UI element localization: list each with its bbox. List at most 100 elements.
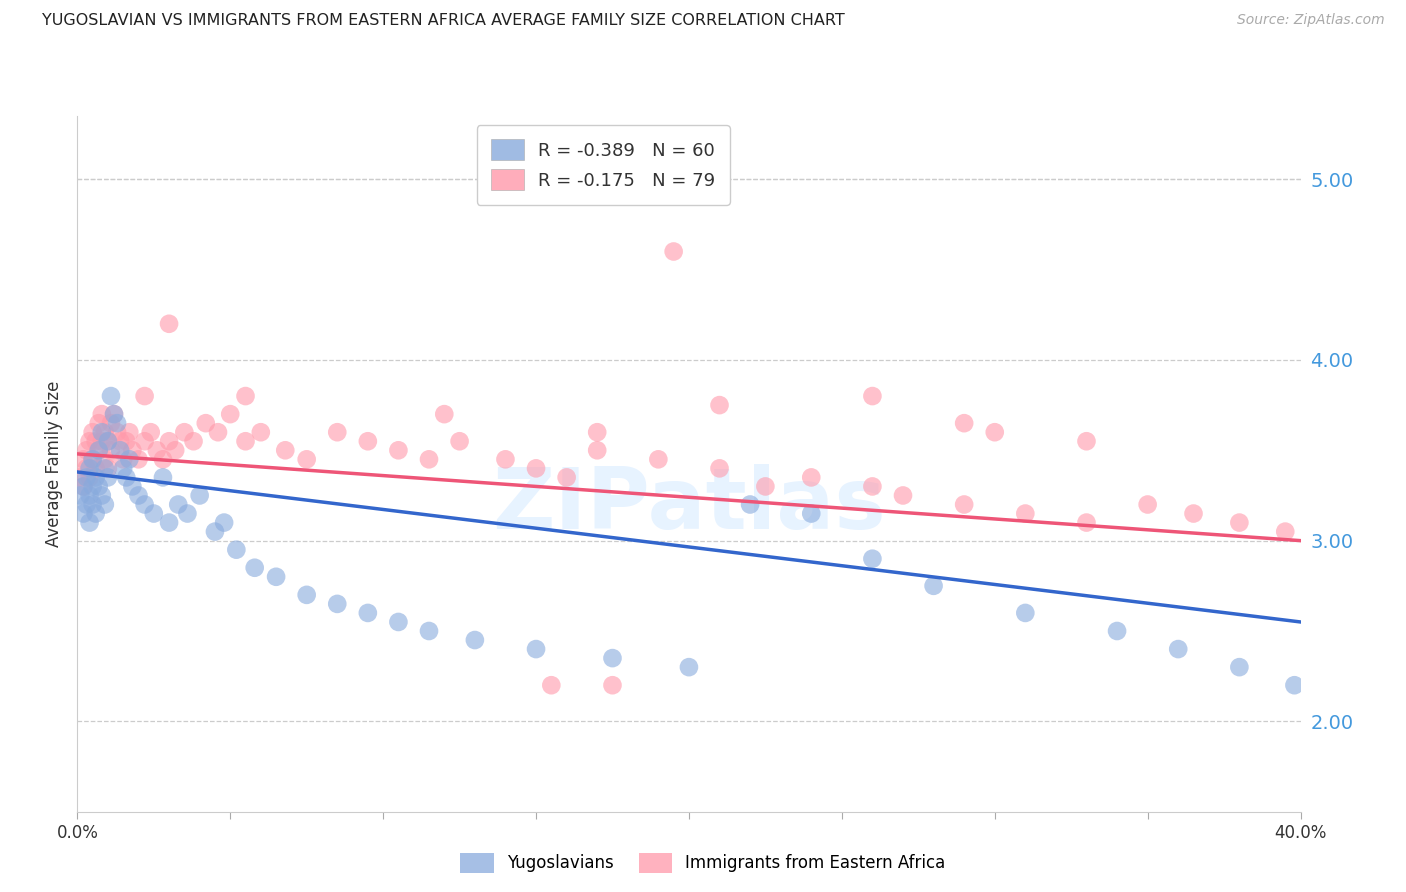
Point [105,425,128,440]
Point [295,452,318,467]
Point [602,651,624,665]
Point [87,443,110,458]
Point [418,452,440,467]
Point [134,434,156,449]
Point [1167,642,1189,657]
Point [326,425,349,440]
Point [357,606,380,620]
Point [76,461,98,475]
Point [94,498,117,512]
Point [662,244,685,259]
Point [128,488,150,502]
Point [121,479,143,493]
Point [295,588,318,602]
Legend: R = -0.389   N = 60, R = -0.175   N = 79: R = -0.389 N = 60, R = -0.175 N = 79 [477,125,730,204]
Point [90,488,112,502]
Point [112,452,135,467]
Y-axis label: Average Family Size: Average Family Size [45,381,63,547]
Point [157,516,180,530]
Point [219,407,242,421]
Point [709,398,731,412]
Point [1076,516,1098,530]
Point [1076,434,1098,449]
Point [165,443,187,458]
Text: YUGOSLAVIAN VS IMMIGRANTS FROM EASTERN AFRICA AVERAGE FAMILY SIZE CORRELATION CH: YUGOSLAVIAN VS IMMIGRANTS FROM EASTERN A… [42,13,845,29]
Point [188,488,211,502]
Point [1274,524,1296,539]
Point [1229,516,1251,530]
Point [235,389,257,403]
Point [82,452,104,467]
Point [1014,606,1036,620]
Point [235,434,257,449]
Point [357,434,380,449]
Point [79,461,101,475]
Point [167,498,190,512]
Point [194,416,217,430]
Point [97,434,120,449]
Point [176,507,198,521]
Point [79,434,101,449]
Point [326,597,349,611]
Point [953,416,976,430]
Point [115,434,138,449]
Point [90,407,112,421]
Point [418,624,440,638]
Point [647,452,669,467]
Point [274,443,297,458]
Point [862,551,884,566]
Point [82,425,104,440]
Point [69,488,91,502]
Point [100,416,122,430]
Point [72,452,94,467]
Point [142,507,165,521]
Point [264,570,287,584]
Point [953,498,976,512]
Point [72,507,94,521]
Point [97,434,120,449]
Point [862,479,884,493]
Point [387,615,409,629]
Point [97,470,120,484]
Point [800,470,823,484]
Point [79,488,101,502]
Point [433,407,456,421]
Point [121,443,143,458]
Point [740,498,762,512]
Point [157,317,180,331]
Point [207,425,229,440]
Point [1182,507,1205,521]
Point [862,389,884,403]
Point [678,660,700,674]
Point [495,452,517,467]
Point [100,443,122,458]
Point [555,470,578,484]
Point [152,452,174,467]
Point [152,470,174,484]
Point [76,470,98,484]
Point [586,425,609,440]
Point [540,678,562,692]
Point [108,443,131,458]
Point [128,452,150,467]
Point [134,498,156,512]
Point [103,407,125,421]
Point [94,425,117,440]
Point [449,434,471,449]
Point [387,443,409,458]
Point [922,579,945,593]
Point [84,434,107,449]
Point [100,389,122,403]
Point [82,452,104,467]
Point [82,498,104,512]
Point [243,560,266,574]
Point [464,633,486,648]
Point [1229,660,1251,674]
Point [76,498,98,512]
Point [87,443,110,458]
Point [173,425,195,440]
Point [118,452,141,467]
Point [1284,678,1306,692]
Point [84,461,107,475]
Text: Source: ZipAtlas.com: Source: ZipAtlas.com [1237,13,1385,28]
